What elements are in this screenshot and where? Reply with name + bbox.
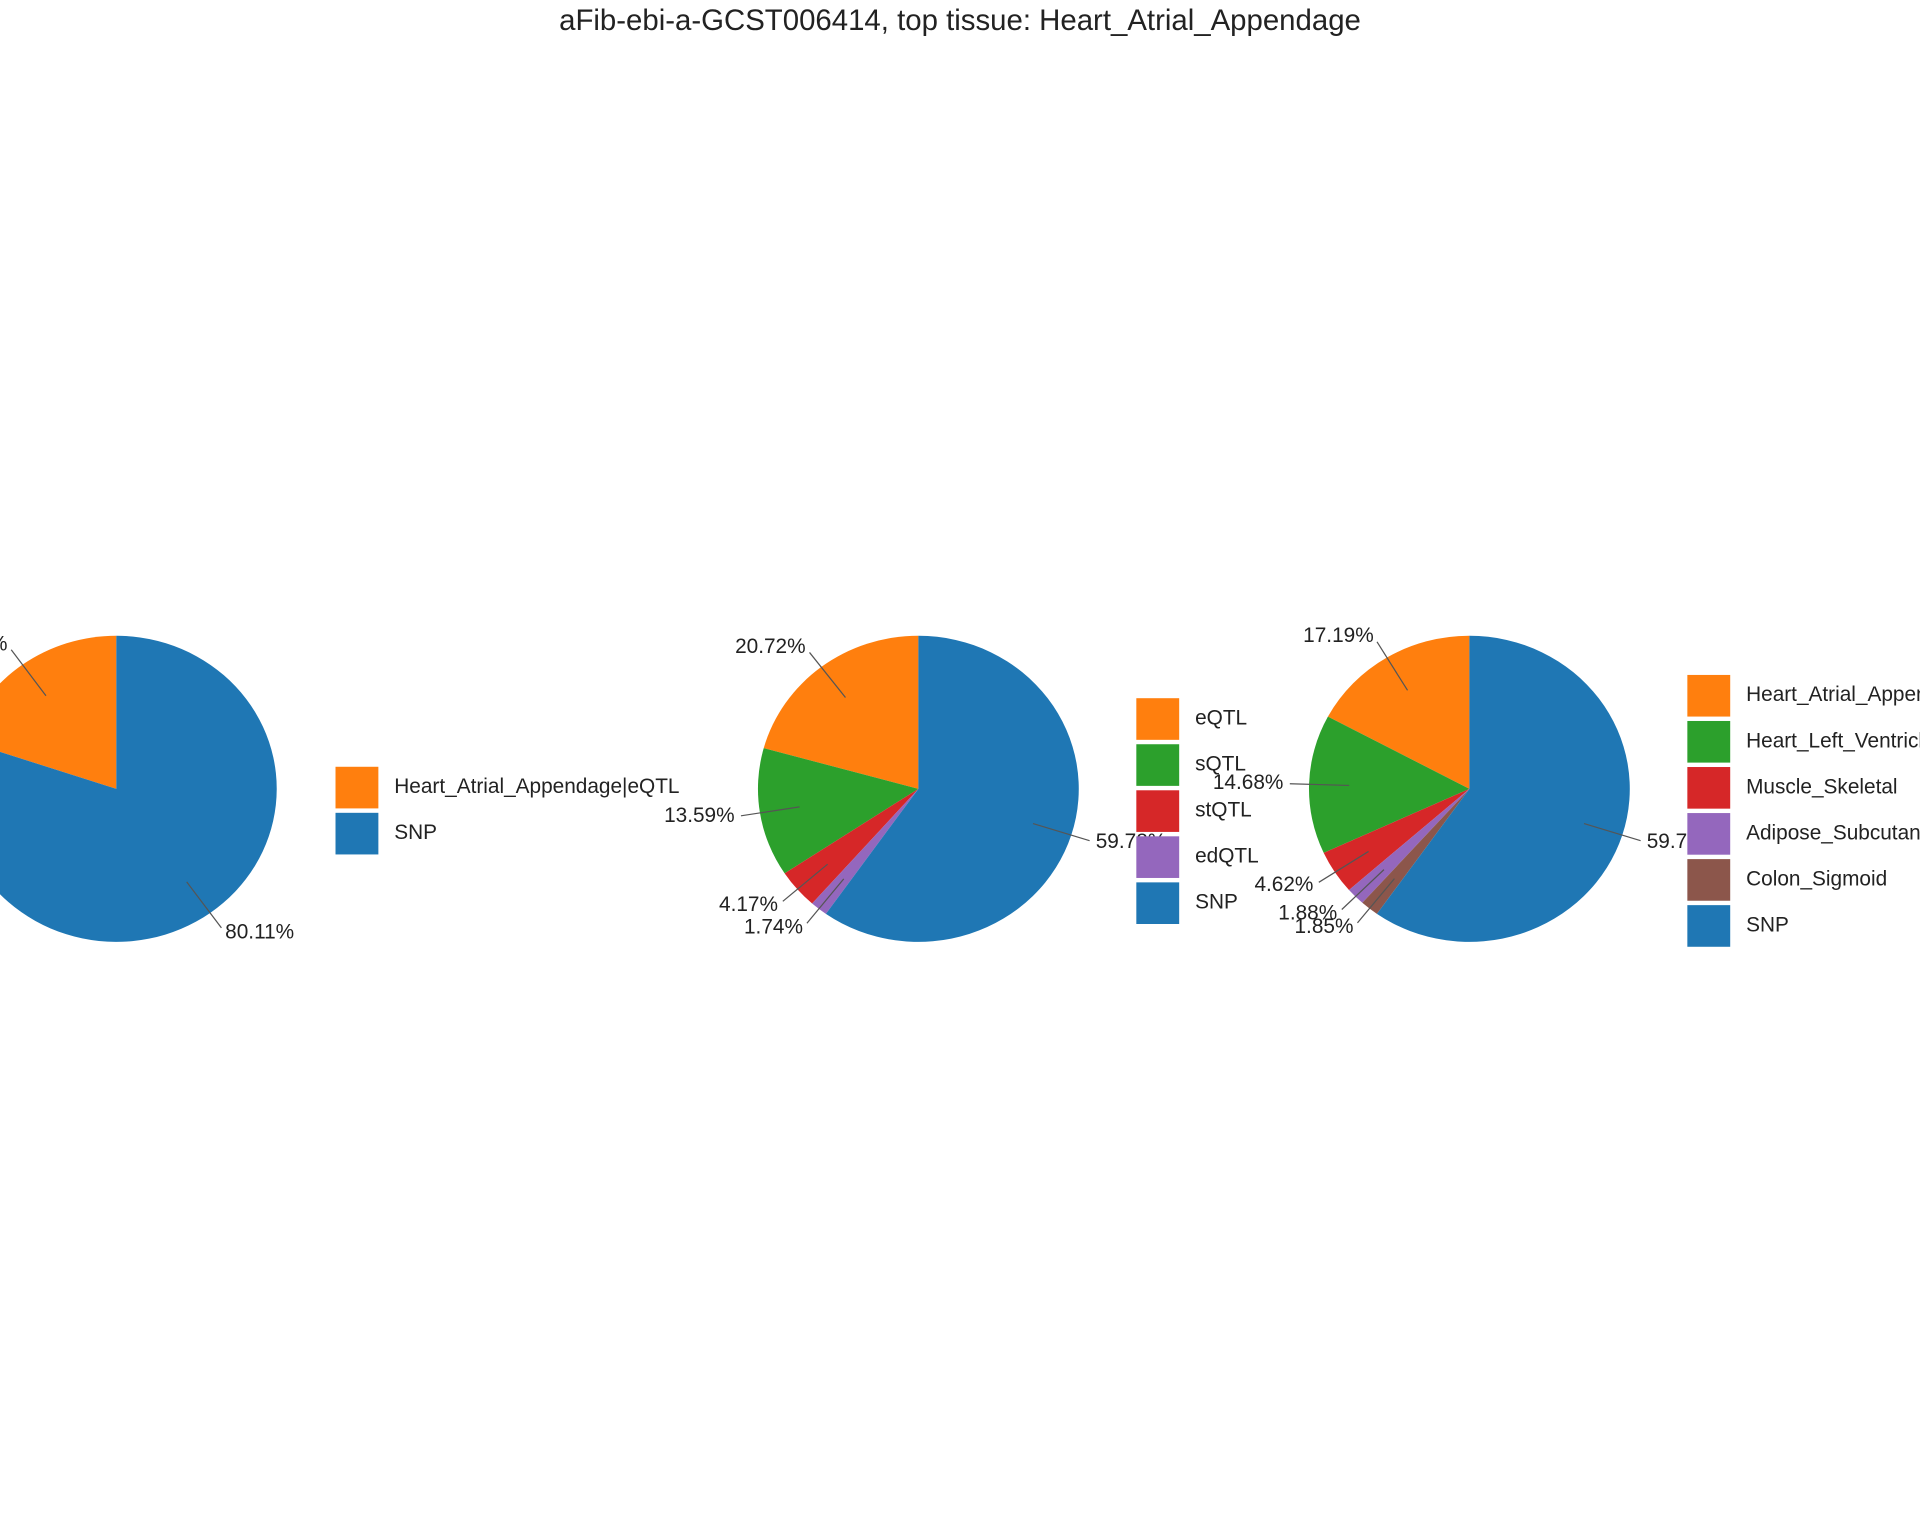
legend-swatch: [1136, 836, 1180, 878]
data-label: 4.17%: [719, 893, 778, 916]
legend-label: sQTL: [1195, 753, 1246, 776]
data-label: 20.72%: [735, 635, 806, 658]
pie-slice: [812, 788, 919, 914]
pie-slice: [784, 788, 919, 904]
legend-swatch: [1687, 720, 1731, 763]
legend-swatch: [1136, 744, 1180, 786]
legend-label: SNP: [1746, 913, 1789, 936]
legend-label: Colon_Sigmoid: [1746, 867, 1887, 890]
leader-line: [1318, 850, 1369, 883]
leader-line: [10, 649, 47, 697]
leader-line: [782, 863, 828, 902]
legend-swatch: [1687, 905, 1731, 947]
data-label: 1.88%: [1278, 901, 1337, 924]
leader-line: [809, 652, 846, 698]
legend-swatch: [335, 766, 379, 809]
leader-line: [1356, 878, 1395, 924]
data-label: 14.68%: [1213, 771, 1284, 794]
leader-line: [186, 881, 222, 929]
data-label: 1.74%: [744, 916, 803, 939]
data-label: 1.85%: [1294, 915, 1353, 938]
leader-line: [1341, 869, 1385, 910]
pie-slice: [0, 635, 277, 942]
data-label: 17.19%: [1303, 624, 1374, 647]
pie-slice: [825, 635, 1079, 942]
pie-slice: [757, 748, 919, 874]
data-label: 19.89%: [0, 632, 7, 655]
pie-slice: [763, 635, 919, 789]
legend-swatch: [1136, 882, 1180, 924]
leader-line: [806, 878, 845, 924]
pie-slice: [1327, 635, 1470, 789]
pie-slice: [1323, 788, 1470, 890]
leader-line: [1583, 822, 1641, 842]
pie-slice: [1308, 716, 1470, 853]
legend-label: Heart_Atrial_Appendage|eQTL: [394, 775, 679, 798]
pie-slice: [1362, 788, 1470, 914]
data-label: 4.62%: [1254, 873, 1313, 896]
legend-swatch: [1687, 674, 1731, 717]
legend-label: SNP: [1195, 891, 1238, 914]
data-label: 80.11%: [225, 920, 294, 943]
legend-label: Adipose_Subcutaneous: [1746, 821, 1920, 844]
legend-label: SNP: [394, 821, 437, 844]
pie-slice: [1376, 635, 1630, 942]
legend-label: Heart_Left_Ventricle: [1746, 729, 1920, 752]
legend-swatch: [1136, 698, 1180, 740]
legend-label: eQTL: [1195, 707, 1247, 730]
leader-line: [740, 806, 800, 817]
legend-swatch: [1687, 813, 1731, 855]
legend-label: stQTL: [1195, 799, 1252, 822]
leader-line: [1376, 641, 1409, 691]
leader-line: [1032, 822, 1090, 842]
legend-swatch: [1687, 767, 1731, 809]
legend-label: Muscle_Skeletal: [1746, 775, 1897, 798]
chart-title: aFib-ebi-a-GCST006414, top tissue: Heart…: [559, 4, 1361, 37]
data-label: 13.59%: [664, 804, 735, 827]
legend-label: Heart_Atrial_Appendage: [1746, 683, 1920, 706]
legend-swatch: [335, 812, 379, 855]
legend-swatch: [1136, 790, 1180, 832]
legend-swatch: [1687, 859, 1731, 901]
leader-line: [1289, 783, 1350, 787]
legend-label: edQTL: [1195, 845, 1259, 868]
